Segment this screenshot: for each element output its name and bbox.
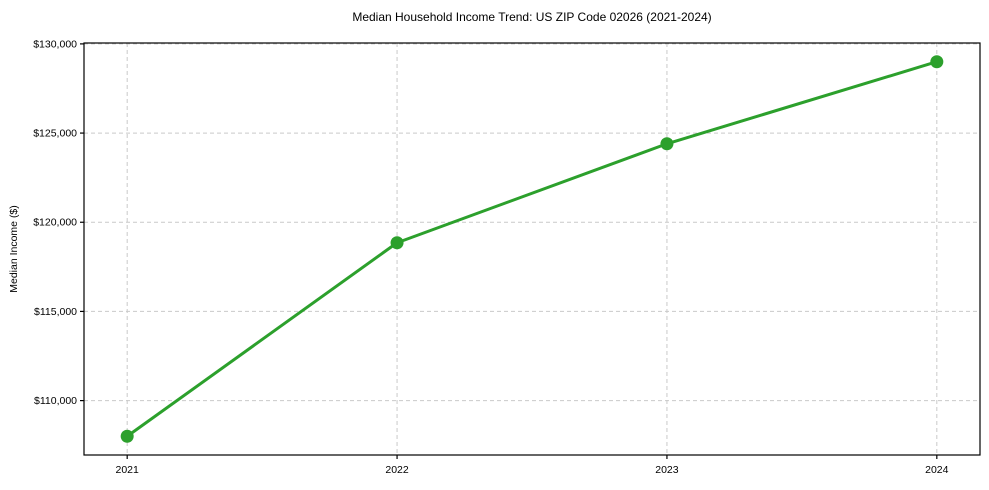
- data-series: [120, 55, 944, 443]
- y-tick-label: $110,000: [34, 395, 77, 407]
- data-point: [390, 236, 404, 250]
- y-tick-label: $115,000: [34, 306, 77, 318]
- y-tick-label: $125,000: [33, 128, 77, 140]
- x-tick-label: 2021: [116, 464, 140, 476]
- x-tick-label: 2024: [925, 464, 949, 476]
- data-point: [930, 55, 944, 69]
- y-tick-labels: $110,000 $115,000 $120,000 $125,000 $130,000: [33, 38, 77, 407]
- gridlines: [84, 43, 980, 455]
- x-tick-label: 2023: [655, 464, 679, 476]
- data-line: [125, 60, 939, 438]
- data-point: [120, 429, 134, 443]
- plot-border: [83, 42, 981, 456]
- data-point: [660, 137, 674, 151]
- x-tick-label: 2022: [385, 464, 409, 476]
- chart-title: Median Household Income Trend: US ZIP Co…: [352, 10, 711, 24]
- y-tick-label: $130,000: [33, 38, 77, 50]
- axes-spines: [83, 42, 981, 456]
- tick-marks: [80, 43, 938, 459]
- y-tick-label: $120,000: [33, 217, 77, 229]
- x-tick-labels: 2021 2022 2023 2024: [116, 464, 949, 476]
- y-axis-label: Median Income ($): [8, 205, 20, 293]
